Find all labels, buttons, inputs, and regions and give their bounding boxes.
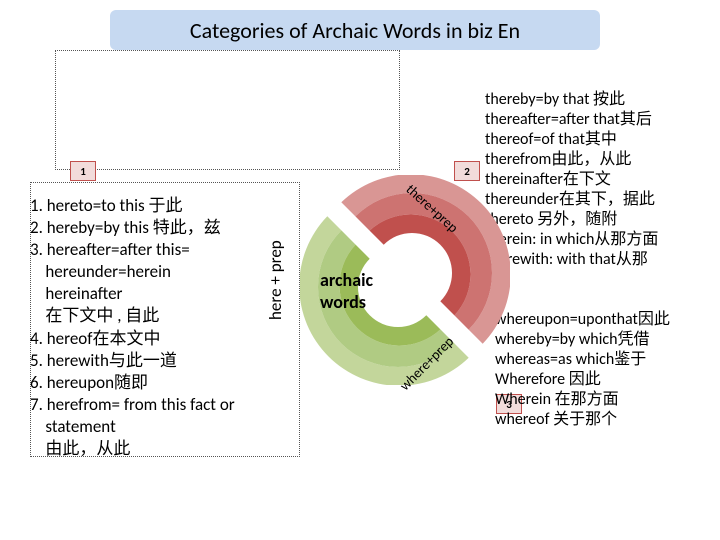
list-item: whereof 关于那个 (495, 410, 720, 430)
list-item: thereinafter在下文 (485, 170, 720, 190)
list-item: hereunder=herein (30, 261, 295, 283)
list-item: 3. hereafter=after this= (30, 239, 295, 261)
center-label: archaic words (320, 270, 373, 313)
list-item: hereinafter (30, 283, 295, 305)
badge-1-label: 1 (80, 165, 86, 178)
list-item: Wherein 在那方面 (495, 390, 720, 410)
list-item: 由此，从此 (30, 438, 295, 460)
list-item: 4. hereof在本文中 (30, 328, 295, 350)
list-item: 在下文中 , 自此 (30, 305, 295, 327)
page-title: Categories of Archaic Words in biz En (110, 10, 600, 50)
list-item: 1. hereto=to this 于此 (30, 195, 295, 217)
list-item: whereby=by which凭借 (495, 330, 720, 350)
list-item: thereto 另外，随附 (485, 210, 720, 230)
title-text: Categories of Archaic Words in biz En (190, 17, 520, 44)
list-item: 2. hereby=by this 特此，兹 (30, 217, 295, 239)
here-prep-label: here + prep (265, 240, 286, 320)
list-item: Wherefore 因此 (495, 370, 720, 390)
list-item: thereunder在其下，据此 (485, 190, 720, 210)
center-label-line: archaic (320, 270, 373, 292)
dotted-box-top (55, 50, 400, 170)
list-item: therewith: with that从那 (485, 250, 720, 270)
list-item: 7. herefrom= from this fact or (30, 394, 295, 416)
badge-1: 1 (70, 161, 96, 181)
list-item: therein: in which从那方面 (485, 230, 720, 250)
where-list: whereupon=uponthat因此 whereby=by which凭借 … (495, 310, 720, 430)
list-item: therefrom由此，从此 (485, 150, 720, 170)
list-item: whereas=as which鉴于 (495, 350, 720, 370)
list-item: thereby=by that 按此 (485, 90, 720, 110)
list-item: thereafter=after that其后 (485, 110, 720, 130)
list-item: 6. hereupon随即 (30, 372, 295, 394)
list-item: statement (30, 416, 295, 438)
center-label-line: words (320, 292, 373, 314)
list-item: whereupon=uponthat因此 (495, 310, 720, 330)
list-item: thereof=of that其中 (485, 130, 720, 150)
here-list: 1. hereto=to this 于此 2. hereby=by this 特… (30, 195, 295, 460)
there-list: thereby=by that 按此 thereafter=after that… (485, 90, 720, 270)
list-item: 5. herewith与此一道 (30, 350, 295, 372)
